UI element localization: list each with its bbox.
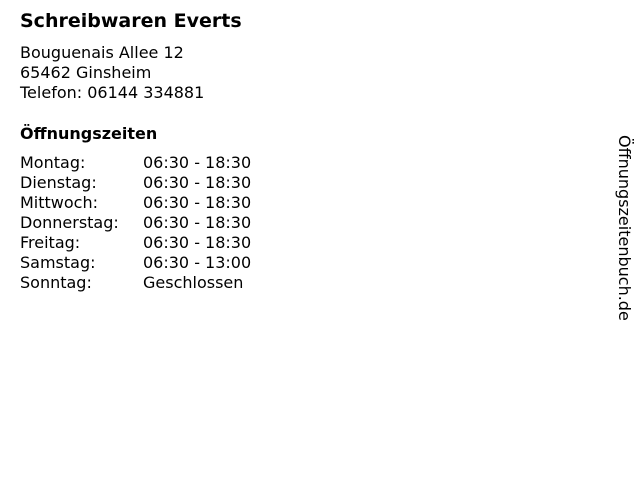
time: 06:30 - 18:30 [143,153,252,172]
time: 06:30 - 18:30 [143,193,252,212]
time: 06:30 - 18:30 [143,233,252,252]
hours-row: Dienstag: 06:30 - 18:30 [20,173,251,193]
address-block: Bouguenais Allee 12 65462 Ginsheim Telef… [20,43,204,103]
hours-heading: Öffnungszeiten [20,124,158,143]
hours-row: Sonntag: Geschlossen [20,273,251,293]
day: Samstag: [20,253,96,272]
hours-row: Mittwoch: 06:30 - 18:30 [20,193,251,213]
day: Freitag: [20,233,81,252]
time: 06:30 - 18:30 [143,173,252,192]
hours-table: Montag: 06:30 - 18:30 Dienstag: 06:30 - 18… [20,153,251,293]
time: 06:30 - 13:00 [143,253,252,272]
day: Dienstag: [20,173,97,192]
business-name: Schreibwaren Everts [20,10,242,32]
hours-row: Freitag: 06:30 - 18:30 [20,233,251,253]
day: Sonntag: [20,273,92,292]
day: Montag: [20,153,86,172]
time: 06:30 - 18:30 [143,213,252,232]
city: 65462 Ginsheim [20,63,152,82]
hours-row: Donnerstag: 06:30 - 18:30 [20,213,251,233]
street: Bouguenais Allee 12 [20,43,184,62]
hours-row: Montag: 06:30 - 18:30 [20,153,251,173]
hours-row: Samstag: 06:30 - 13:00 [20,253,251,273]
phone: Telefon: 06144 334881 [20,83,205,102]
day: Mittwoch: [20,193,98,212]
time: Geschlossen [143,273,244,292]
day: Donnerstag: [20,213,119,232]
watermark-text: Öffnungszeitenbuch.de [615,135,634,321]
